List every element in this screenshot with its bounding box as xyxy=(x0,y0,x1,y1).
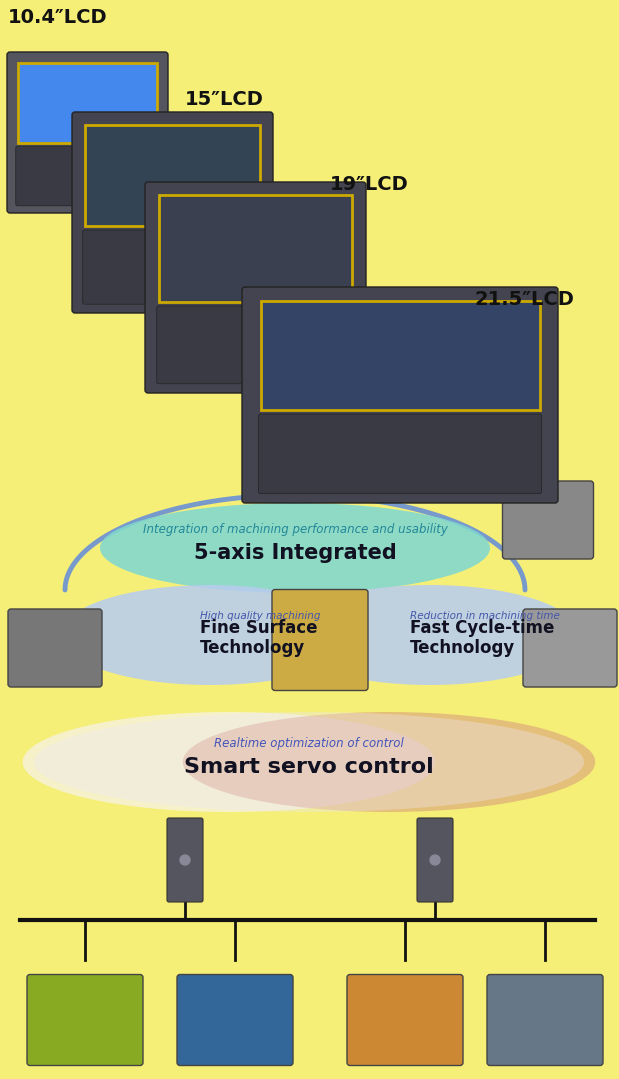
Text: Fast Cycle-time
Technology: Fast Cycle-time Technology xyxy=(410,618,555,657)
FancyBboxPatch shape xyxy=(7,52,168,213)
FancyBboxPatch shape xyxy=(417,818,453,902)
FancyBboxPatch shape xyxy=(347,974,463,1065)
Ellipse shape xyxy=(23,712,435,812)
Ellipse shape xyxy=(100,503,490,593)
Text: 10.4″LCD: 10.4″LCD xyxy=(8,8,108,27)
FancyBboxPatch shape xyxy=(503,481,594,559)
Text: 15″LCD: 15″LCD xyxy=(185,90,264,109)
Text: 19″LCD: 19″LCD xyxy=(330,175,409,194)
Ellipse shape xyxy=(34,712,584,812)
Circle shape xyxy=(180,855,190,865)
FancyBboxPatch shape xyxy=(242,287,558,503)
FancyBboxPatch shape xyxy=(15,146,159,206)
Ellipse shape xyxy=(280,585,580,685)
Ellipse shape xyxy=(60,585,360,685)
FancyBboxPatch shape xyxy=(27,974,143,1065)
Text: Fine Surface
Technology: Fine Surface Technology xyxy=(200,618,318,657)
Text: Smart servo control: Smart servo control xyxy=(184,757,434,777)
FancyBboxPatch shape xyxy=(272,589,368,691)
Text: Reduction in machining time: Reduction in machining time xyxy=(410,611,560,622)
FancyBboxPatch shape xyxy=(177,974,293,1065)
FancyBboxPatch shape xyxy=(167,818,203,902)
Text: 5-axis Integrated: 5-axis Integrated xyxy=(194,543,396,563)
FancyBboxPatch shape xyxy=(259,414,542,493)
Text: High quality machining: High quality machining xyxy=(200,611,321,622)
FancyBboxPatch shape xyxy=(157,306,354,384)
FancyBboxPatch shape xyxy=(487,974,603,1065)
Ellipse shape xyxy=(183,712,595,812)
FancyBboxPatch shape xyxy=(158,195,352,302)
Text: 21.5″LCD: 21.5″LCD xyxy=(475,290,575,309)
FancyBboxPatch shape xyxy=(145,182,366,393)
FancyBboxPatch shape xyxy=(8,609,102,687)
FancyBboxPatch shape xyxy=(523,609,617,687)
Circle shape xyxy=(430,855,440,865)
FancyBboxPatch shape xyxy=(18,63,157,144)
FancyBboxPatch shape xyxy=(72,112,273,313)
FancyBboxPatch shape xyxy=(85,125,260,227)
FancyBboxPatch shape xyxy=(83,230,262,304)
Text: Integration of machining performance and usability: Integration of machining performance and… xyxy=(142,523,448,536)
FancyBboxPatch shape xyxy=(261,300,540,410)
Text: Realtime optimization of control: Realtime optimization of control xyxy=(214,737,404,750)
